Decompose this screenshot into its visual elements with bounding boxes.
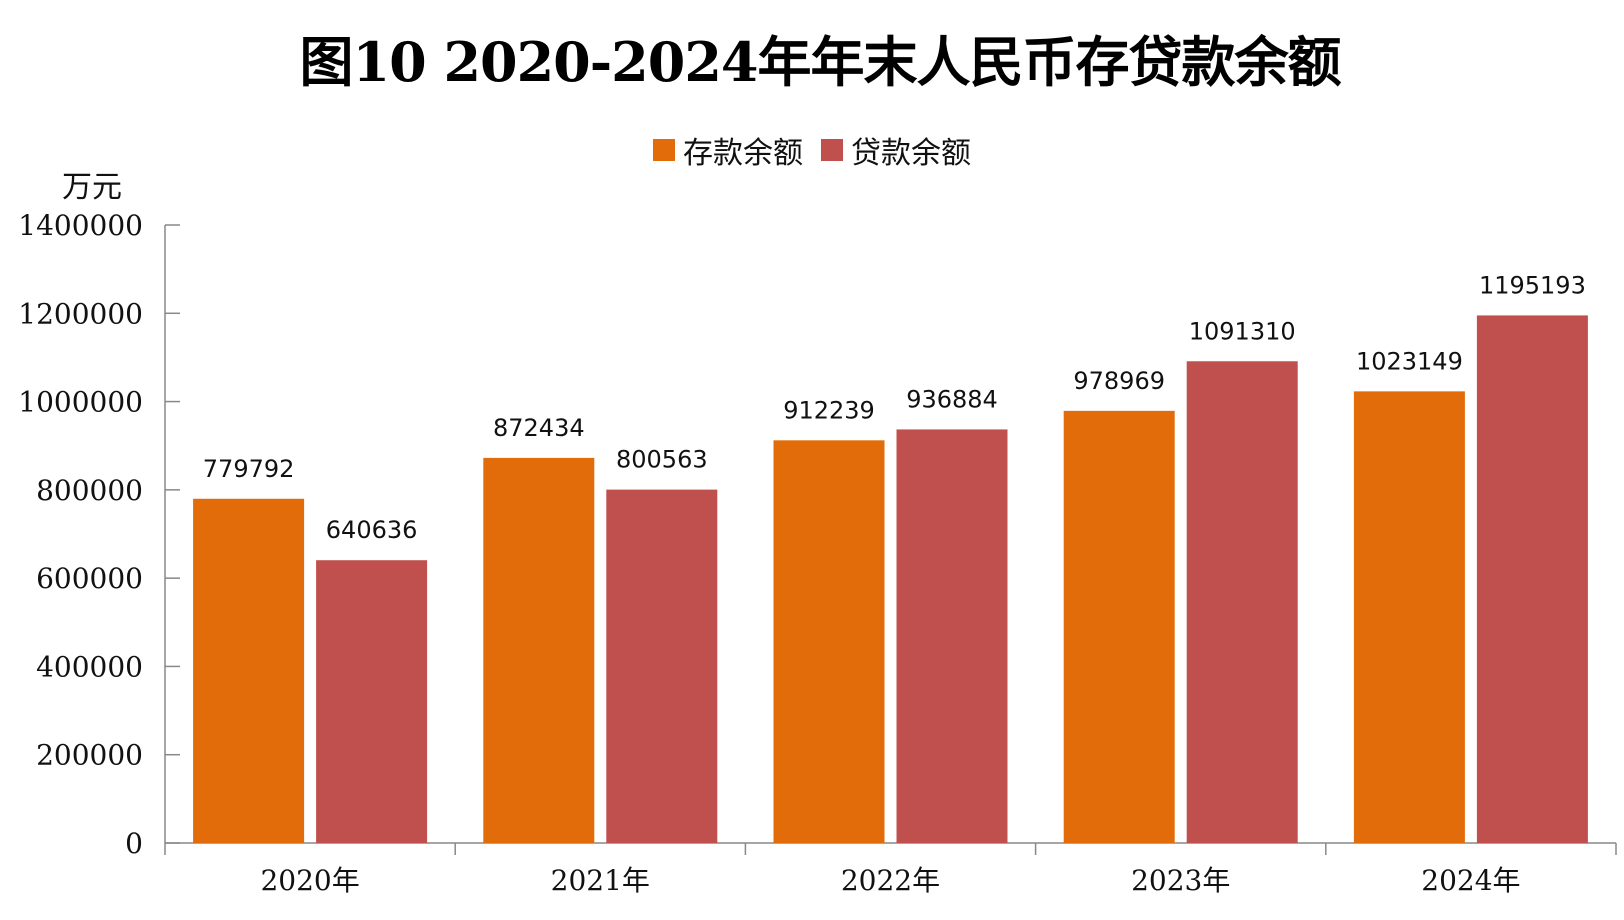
bar-loans — [896, 429, 1008, 843]
y-tick-label: 1400000 — [18, 209, 143, 242]
x-tick-label: 2023年 — [1131, 864, 1230, 897]
y-tick-label: 400000 — [36, 650, 143, 683]
y-tick-label: 0 — [125, 827, 143, 860]
legend-swatch-deposits — [653, 139, 675, 161]
legend: 存款余额 贷款余额 — [0, 128, 1624, 172]
data-label: 800563 — [616, 446, 708, 474]
y-tick-label: 600000 — [36, 562, 143, 595]
bar-loans — [606, 489, 718, 843]
bar-deposits — [1353, 391, 1465, 843]
y-tick-label: 800000 — [36, 474, 143, 507]
x-tick-label: 2021年 — [551, 864, 650, 897]
y-axis-unit-label: 万元 — [62, 170, 122, 205]
x-tick-label: 2022年 — [841, 864, 940, 897]
y-tick-label: 1000000 — [18, 386, 143, 419]
legend-swatch-loans — [821, 139, 843, 161]
y-tick-label: 1200000 — [18, 297, 143, 330]
legend-label-deposits: 存款余额 — [683, 136, 803, 171]
bar-deposits — [773, 440, 885, 843]
data-label: 1091310 — [1189, 317, 1296, 345]
legend-label-loans: 贷款余额 — [851, 136, 971, 171]
x-tick-label: 2020年 — [260, 864, 359, 897]
chart-title: 图10 2020-2024年年末人民币存贷款余额 — [299, 30, 1342, 94]
bar-deposits — [483, 457, 595, 843]
x-tick-label: 2024年 — [1421, 864, 1520, 897]
data-label: 1023149 — [1356, 347, 1463, 375]
data-label: 978969 — [1073, 367, 1165, 395]
bar-deposits — [1063, 410, 1175, 843]
legend-item-loans: 贷款余额 — [821, 128, 971, 172]
y-tick-label: 200000 — [36, 739, 143, 772]
data-label: 640636 — [326, 516, 418, 544]
data-label: 936884 — [906, 385, 998, 413]
data-label: 779792 — [203, 455, 295, 483]
bar-loans — [1476, 315, 1588, 843]
data-label: 912239 — [783, 396, 875, 424]
bar-loans — [316, 560, 428, 843]
bar-loans — [1186, 361, 1298, 843]
data-label: 1195193 — [1479, 271, 1586, 299]
legend-item-deposits: 存款余额 — [653, 128, 803, 172]
bar-deposits — [193, 498, 305, 843]
data-label: 872434 — [493, 414, 585, 442]
